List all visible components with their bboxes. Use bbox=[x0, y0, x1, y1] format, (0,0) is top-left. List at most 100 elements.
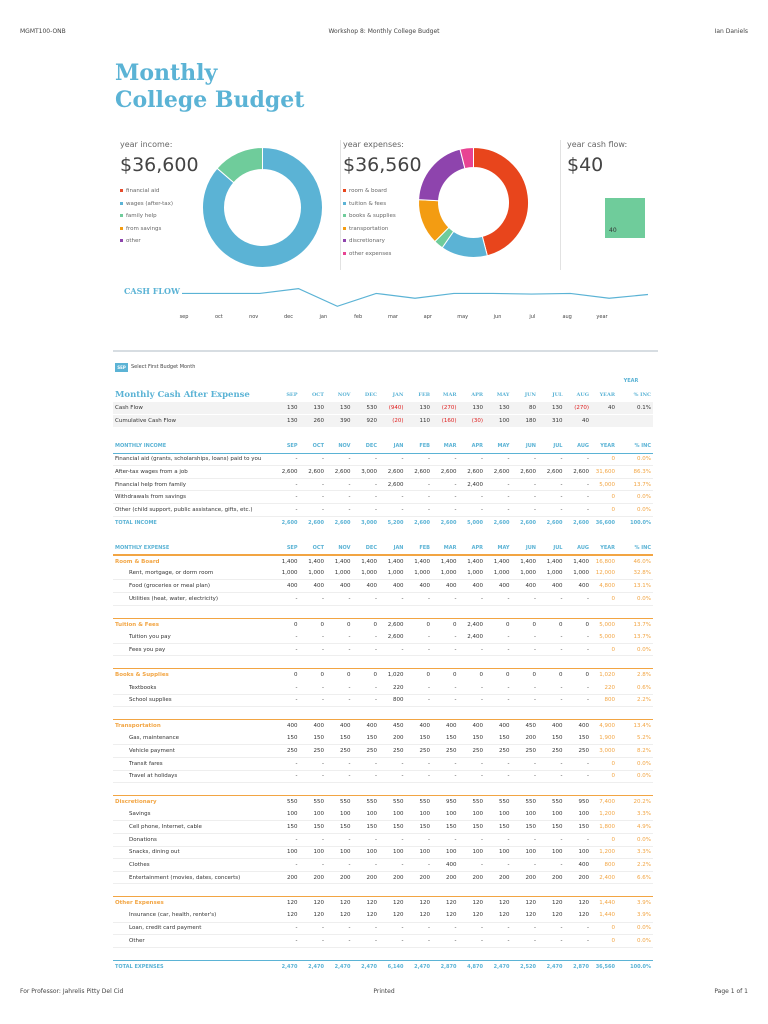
row-label: Cumulative Cash Flow bbox=[113, 414, 273, 428]
table-cell: 8.2% bbox=[617, 744, 653, 758]
table-cell: 130 bbox=[273, 402, 300, 416]
table-row: Withdrawals from savings - - - - - - - - - - - -0 0.0… bbox=[113, 490, 653, 505]
table-cell: - bbox=[432, 934, 459, 948]
table-cell: 120 bbox=[299, 909, 326, 923]
section-title: MONTHLY INCOME bbox=[113, 440, 273, 454]
table-cell: 250 bbox=[326, 744, 353, 758]
table-cell: - bbox=[273, 770, 300, 784]
table-cell: 120 bbox=[326, 909, 353, 923]
table-cell: 130 bbox=[405, 402, 432, 416]
table-cell: 2,600 bbox=[299, 465, 326, 479]
table-cell: 2,600 bbox=[511, 515, 538, 529]
table-cell: 0 bbox=[591, 503, 617, 517]
page-header: MGMT100-ONB Workshop 8: Monthly College … bbox=[20, 28, 748, 40]
table-cell: - bbox=[352, 453, 379, 467]
table-cell: 120 bbox=[379, 896, 406, 910]
table-cell: 0 bbox=[591, 490, 617, 505]
table-cell: - bbox=[299, 922, 326, 936]
column-header: OCT bbox=[311, 392, 324, 398]
table-cell: 2,600 bbox=[405, 515, 432, 529]
table-cell: 200 bbox=[379, 871, 406, 885]
table-cell: 36,600 bbox=[591, 515, 617, 529]
table-cell: 0 bbox=[352, 668, 379, 682]
table-cell: 2,600 bbox=[379, 630, 406, 644]
table-cell: 1,800 bbox=[591, 820, 617, 834]
month-tick-label: feb bbox=[354, 314, 363, 320]
table-cell: 120 bbox=[326, 896, 353, 910]
income-panel: year income: $36,600 financial aid wages … bbox=[120, 140, 330, 270]
table-row: Textbooks - - - -220- - - - - - -220 0.6% bbox=[113, 681, 653, 695]
table-cell: 2,600 bbox=[326, 515, 353, 529]
legend-swatch bbox=[120, 214, 123, 217]
year-header: YEAR bbox=[623, 378, 639, 384]
table-cell: 150 bbox=[352, 732, 379, 746]
column-header: JUL bbox=[538, 541, 565, 556]
table-cell: - bbox=[273, 630, 300, 644]
table-cell: 150 bbox=[511, 820, 538, 834]
donut-slice bbox=[418, 148, 466, 202]
table-cell: 1,000 bbox=[538, 567, 565, 581]
table-cell: - bbox=[379, 934, 406, 948]
page-title: Monthly College Budget bbox=[115, 60, 304, 114]
section-divider bbox=[113, 350, 658, 352]
table-cell: - bbox=[326, 833, 353, 847]
table-cell: 0.0% bbox=[617, 503, 653, 517]
row-label: Other (child support, public assistance,… bbox=[113, 503, 273, 517]
table-cell: - bbox=[485, 503, 512, 517]
section-title: MONTHLY EXPENSE bbox=[113, 541, 273, 556]
table-cell: - bbox=[405, 592, 432, 606]
column-header: OCT bbox=[299, 440, 326, 454]
print-status: Printed bbox=[373, 988, 395, 995]
table-cell: (160) bbox=[432, 414, 459, 428]
table-cell: 100 bbox=[326, 808, 353, 822]
table-cell: - bbox=[352, 490, 379, 505]
table-cell: - bbox=[273, 643, 300, 657]
column-header: FEB bbox=[418, 392, 430, 398]
table-cell: - bbox=[511, 490, 538, 505]
expense-legend: room & board tuition & fees books & suppli… bbox=[343, 185, 396, 260]
table-cell: - bbox=[326, 453, 353, 467]
table-cell: 0 bbox=[432, 668, 459, 682]
table-cell: - bbox=[405, 503, 432, 517]
table-cell bbox=[617, 414, 653, 428]
table-cell: 120 bbox=[564, 896, 591, 910]
table-cell: - bbox=[458, 503, 485, 517]
month-tick-label: jan bbox=[319, 314, 328, 320]
row-label: Tuition you pay bbox=[113, 630, 273, 644]
legend-swatch bbox=[343, 214, 346, 217]
table-cell: 100 bbox=[352, 846, 379, 860]
table-row: Tuition you pay - - - -2,600- -2,400- - - -5,000… bbox=[113, 630, 653, 644]
table-cell: - bbox=[538, 922, 565, 936]
month-tick-label: apr bbox=[423, 314, 432, 320]
table-cell: 250 bbox=[273, 744, 300, 758]
column-header: MAR bbox=[432, 440, 459, 454]
table-cell: 1,900 bbox=[591, 732, 617, 746]
column-header: OCT bbox=[299, 541, 326, 556]
row-label: Savings bbox=[113, 808, 273, 822]
table-cell: - bbox=[405, 770, 432, 784]
table-cell: 5,000 bbox=[591, 630, 617, 644]
table-cell: - bbox=[511, 833, 538, 847]
first-month-select[interactable]: SEP bbox=[115, 363, 128, 372]
table-cell: - bbox=[299, 934, 326, 948]
table-cell: 100 bbox=[564, 846, 591, 860]
table-cell: 220 bbox=[379, 681, 406, 695]
author-name: Ian Daniels bbox=[714, 28, 748, 35]
table-cell: 920 bbox=[352, 414, 379, 428]
table-cell: - bbox=[511, 770, 538, 784]
table-cell: - bbox=[432, 681, 459, 695]
table-cell: - bbox=[405, 453, 432, 467]
table-cell: - bbox=[458, 592, 485, 606]
table-cell: 250 bbox=[564, 744, 591, 758]
table-cell: 120 bbox=[405, 896, 432, 910]
table-cell: - bbox=[458, 922, 485, 936]
table-cell: - bbox=[432, 757, 459, 771]
table-cell: 2,600 bbox=[273, 515, 300, 529]
table-cell: 32.8% bbox=[617, 567, 653, 581]
table-cell: 100 bbox=[379, 846, 406, 860]
table-cell: 20.2% bbox=[617, 795, 653, 809]
table-cell: 1,000 bbox=[564, 567, 591, 581]
table-cell: 550 bbox=[326, 795, 353, 809]
table-cell: - bbox=[299, 681, 326, 695]
table-cell: 200 bbox=[299, 871, 326, 885]
